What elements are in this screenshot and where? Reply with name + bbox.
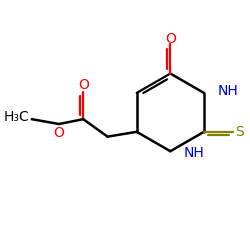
Text: S: S (236, 125, 244, 139)
Text: H₃C: H₃C (4, 110, 30, 124)
Text: O: O (54, 126, 64, 140)
Text: NH: NH (218, 84, 238, 98)
Text: O: O (78, 78, 89, 92)
Text: O: O (165, 32, 176, 46)
Text: NH: NH (184, 146, 205, 160)
